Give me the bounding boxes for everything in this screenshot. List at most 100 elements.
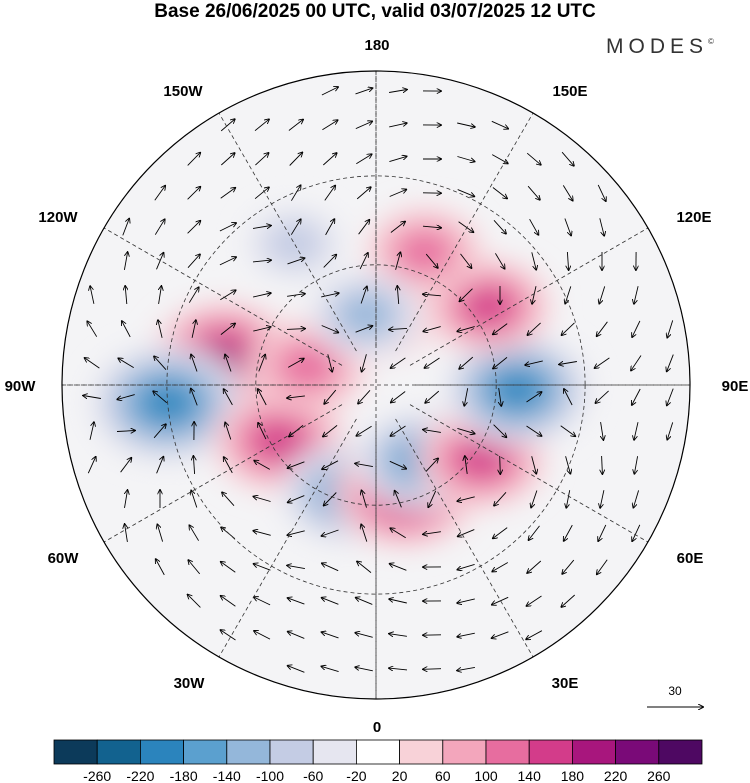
- wind-vector: [597, 559, 608, 575]
- wind-vector: [632, 524, 641, 541]
- wind-vector: [85, 358, 100, 369]
- wind-vector: [395, 252, 401, 270]
- wind-vector: [188, 287, 198, 303]
- wind-vector: [495, 253, 504, 268]
- meridian-line: [218, 418, 357, 658]
- wind-vector: [531, 456, 537, 473]
- wind-vector: [355, 667, 373, 672]
- wind-vector: [428, 490, 437, 507]
- wind-vector: [356, 154, 371, 165]
- wind-vector: [529, 218, 539, 235]
- wind-vector: [124, 490, 128, 508]
- colorbar-tick-label: -140: [213, 768, 241, 783]
- wind-vector: [458, 221, 474, 232]
- wind-vector: [457, 666, 475, 670]
- wind-vector: [599, 286, 606, 303]
- wind-vector: [525, 360, 543, 365]
- wind-vector: [360, 287, 367, 304]
- wind-vector: [322, 598, 339, 605]
- colorbar-tick-label: -60: [303, 768, 323, 783]
- wind-vector: [529, 525, 540, 540]
- wind-vector: [667, 320, 674, 337]
- wind-vector: [422, 226, 441, 228]
- brand-logo: MODES©: [606, 35, 714, 59]
- wind-vector: [153, 391, 168, 404]
- wind-vector: [253, 531, 271, 536]
- meridian-line: [103, 404, 343, 543]
- wind-vector: [390, 528, 406, 539]
- wind-vector: [156, 253, 164, 270]
- wind-vector: [457, 598, 475, 603]
- wind-vector: [191, 320, 196, 338]
- wind-vector: [565, 456, 571, 473]
- wind-vector: [559, 361, 577, 365]
- wind-vector: [500, 455, 501, 474]
- wind-vector: [253, 293, 271, 298]
- wind-vector: [254, 119, 269, 132]
- wind-vectors: [83, 87, 674, 672]
- wind-vector: [457, 156, 474, 162]
- wind-vector: [252, 260, 271, 262]
- wind-vector: [224, 457, 233, 474]
- map-background: [62, 71, 690, 699]
- wind-vector: [493, 219, 506, 233]
- wind-vector: [221, 562, 236, 573]
- anomaly-east-siberia-ridge: [466, 289, 510, 323]
- wind-vector: [287, 396, 305, 398]
- wind-vector: [425, 253, 438, 268]
- wind-vector: [526, 152, 541, 165]
- wind-vector: [564, 389, 573, 406]
- wind-vector: [253, 497, 271, 502]
- wind-vector: [117, 394, 135, 400]
- colorbar-swatch: [485, 739, 530, 765]
- colorbar-tick-label: -260: [83, 768, 111, 783]
- wind-vector: [389, 123, 407, 128]
- wind-vector: [357, 561, 372, 573]
- wind-vector: [391, 425, 406, 436]
- wind-vector: [562, 559, 575, 574]
- wind-vector: [324, 492, 337, 506]
- colorbar-tick-label: 220: [604, 768, 628, 783]
- wind-vector: [321, 293, 339, 298]
- wind-vector: [390, 564, 407, 571]
- wind-vector: [220, 323, 235, 335]
- colorbar-tick-label: 180: [561, 768, 585, 783]
- wind-vector: [493, 357, 508, 368]
- wind-vector: [154, 356, 167, 371]
- wind-vector: [667, 422, 674, 439]
- wind-vector: [253, 327, 270, 332]
- colorbar-swatch: [269, 739, 314, 765]
- colorbar-tick-label: 260: [647, 768, 671, 783]
- wind-vector: [397, 286, 398, 305]
- wind-vector: [288, 461, 305, 468]
- wind-vector: [457, 496, 475, 501]
- map-border: [61, 70, 691, 700]
- wind-vector: [527, 595, 542, 606]
- wind-vector: [459, 356, 474, 369]
- brand-name: MODES: [606, 35, 709, 58]
- wind-vector: [254, 564, 271, 571]
- wind-vector: [288, 598, 305, 605]
- wind-vector: [600, 490, 605, 508]
- wind-vector: [323, 255, 337, 268]
- wind-vector: [191, 355, 198, 372]
- wind-vector: [564, 524, 573, 541]
- colorbar-swatch: [355, 739, 400, 765]
- colorbar-swatch: [615, 739, 660, 765]
- wind-vector: [391, 357, 406, 368]
- wind-vector: [123, 252, 127, 270]
- wind-vector: [289, 153, 303, 166]
- wind-vector: [562, 185, 572, 200]
- wind-vector: [322, 632, 339, 639]
- wind-vector: [220, 188, 236, 199]
- wind-vector: [122, 219, 129, 236]
- wind-vector: [362, 354, 367, 371]
- wind-vector: [322, 529, 339, 536]
- wind-vector: [425, 357, 440, 368]
- wind-vector: [457, 563, 475, 569]
- colorbar: -260 -220 -180 -140 -100 -60 -20 20 60 100 140 180 2…: [53, 739, 703, 783]
- wind-vector: [391, 391, 406, 403]
- wind-vector: [423, 669, 442, 670]
- wind-vector: [457, 122, 475, 127]
- wind-vector: [634, 456, 639, 474]
